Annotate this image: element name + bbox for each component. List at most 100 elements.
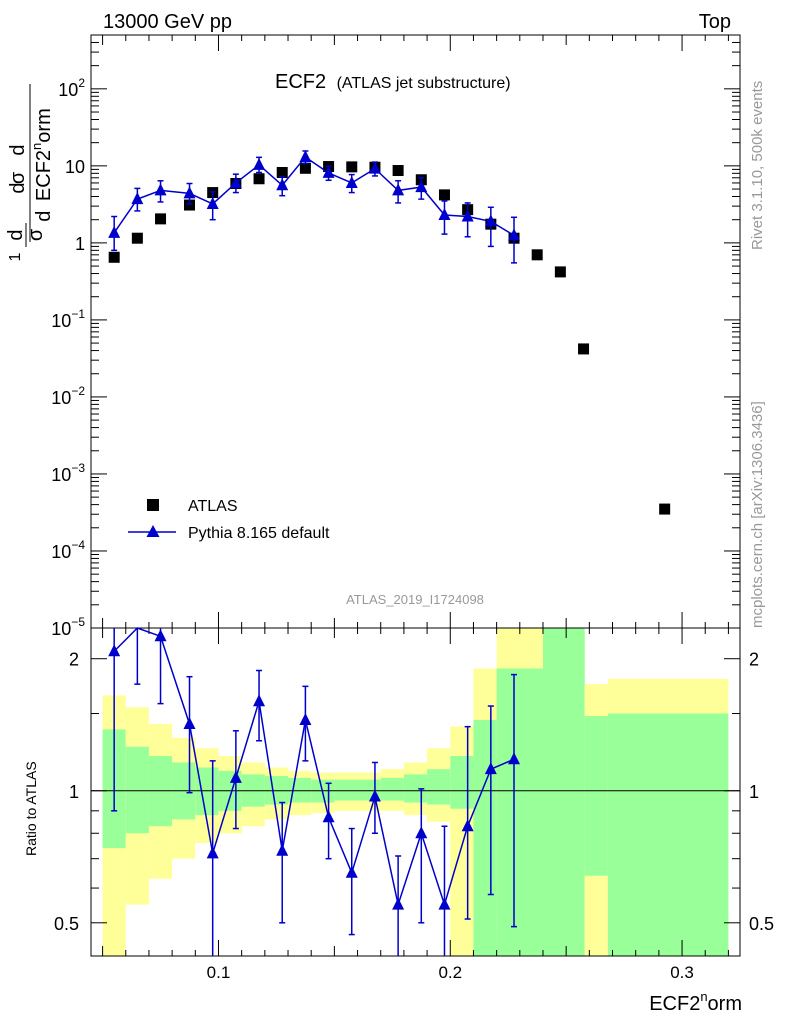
- atlas-point: [276, 166, 288, 178]
- inner-band-bin: [607, 713, 729, 956]
- top-y-tick-label: 10−1: [51, 307, 85, 331]
- tick-exponent: 2: [78, 76, 85, 90]
- xlabel-main: ECF2: [649, 993, 700, 1015]
- x-tick-label: 0.1: [207, 963, 231, 982]
- x-tick-label: 0.2: [438, 963, 462, 982]
- ratio-line: [113, 627, 515, 908]
- ratio-point: [392, 897, 405, 910]
- x-axis-label: ECF2norm: [649, 989, 742, 1015]
- pythia-point: [131, 192, 144, 205]
- plot-title: ECF2 (ATLAS jet substructure): [275, 71, 511, 93]
- tick-base: 10: [51, 465, 71, 485]
- pythia-point: [484, 214, 497, 227]
- header-process: Top: [699, 11, 731, 33]
- ratio-point: [276, 843, 289, 856]
- pythia-point: [229, 175, 242, 188]
- legend: ATLAS Pythia 8.165 default: [128, 498, 330, 542]
- top-y-tick-label: 10−2: [51, 384, 85, 408]
- tick-base: 10: [65, 157, 85, 177]
- pythia-line: [113, 156, 515, 237]
- ylabel-one: 1: [7, 252, 24, 261]
- plot-title-sub: (ATLAS jet substructure): [337, 75, 511, 92]
- pythia-point: [253, 157, 266, 170]
- mcplots-label: mcplots.cern.ch [arXiv:1306.3436]: [749, 401, 766, 628]
- xlabel-rest: orm: [708, 993, 742, 1015]
- ratio-point: [368, 789, 381, 802]
- ylabel-d4: d: [33, 211, 55, 222]
- ylabel-d2: d: [7, 144, 29, 155]
- tick-exponent: −2: [71, 384, 85, 398]
- legend-atlas-label: ATLAS: [188, 498, 238, 515]
- inner-band-bin: [450, 756, 474, 809]
- ratio-point: [484, 762, 497, 775]
- ylabel-d3: d: [7, 182, 29, 193]
- atlas-point: [392, 165, 404, 177]
- ratio-point: [154, 629, 167, 642]
- atlas-point: [554, 266, 566, 278]
- top-y-tick-label: 10−4: [51, 538, 85, 562]
- ratio-uncertainty-bands: [102, 628, 729, 956]
- ratio-point: [345, 865, 358, 878]
- inner-band-bin: [380, 777, 404, 801]
- atlas-point: [184, 199, 196, 211]
- tick-base: 10: [51, 388, 71, 408]
- ratio-y-axis-label: Ratio to ATLAS: [23, 761, 39, 856]
- top-y-tick-label: 10−5: [51, 615, 85, 639]
- ratio-point: [299, 712, 312, 725]
- pythia-point: [276, 178, 289, 191]
- atlas-point: [531, 249, 543, 261]
- ratio-point: [322, 810, 335, 823]
- ratio-y-tick-label-right: 0.5: [749, 914, 774, 934]
- atlas-point: [108, 251, 120, 263]
- tick-base: 10: [51, 619, 71, 639]
- pythia-point: [322, 165, 335, 178]
- top-y-tick-label: 10: [65, 157, 85, 177]
- ylabel-ecf: ECF2: [33, 150, 55, 201]
- pythia-point: [508, 228, 521, 241]
- tick-exponent: −1: [71, 307, 85, 321]
- ratio-point: [206, 846, 219, 859]
- ylabel-sigma2: σ: [7, 171, 29, 184]
- atlas-point: [346, 161, 358, 173]
- ylabel-sigma1: σ: [25, 228, 47, 241]
- ratio-y-tick-label: 0.5: [54, 914, 79, 934]
- legend-pythia-label: Pythia 8.165 default: [188, 525, 330, 542]
- plot-title-main: ECF2: [275, 71, 326, 93]
- ratio-panel-frame: [90, 627, 741, 957]
- atlas-series: [108, 161, 671, 515]
- top-y-axis-label: d σ 1 d d σ d ECF2norm: [5, 84, 55, 261]
- pythia-point: [108, 225, 121, 238]
- tick-exponent: −4: [71, 538, 85, 552]
- ratio-point: [508, 752, 521, 765]
- atlas-point: [578, 343, 590, 355]
- header-energy: 13000 GeV pp: [103, 11, 232, 33]
- pythia-point: [154, 183, 167, 196]
- pythia-point: [183, 186, 196, 199]
- tick-exponent: −3: [71, 461, 85, 475]
- tick-exponent: −5: [71, 615, 85, 629]
- ratio-point: [438, 897, 451, 910]
- pythia-point: [368, 161, 381, 174]
- inner-band-bin: [473, 719, 497, 956]
- ratio-point: [229, 770, 242, 783]
- pythia-point: [461, 209, 474, 222]
- ratio-y-tick-label: 2: [69, 650, 79, 670]
- ratio-y-tick-label: 1: [69, 782, 79, 802]
- atlas-point: [253, 173, 265, 185]
- pythia-point: [206, 196, 219, 209]
- pythia-point: [345, 175, 358, 188]
- ylabel-d1: d: [5, 229, 27, 240]
- atlas-point: [438, 189, 450, 201]
- atlas-point: [131, 232, 143, 244]
- tick-base: 10: [51, 542, 71, 562]
- ylabel-denominator: d ECF2norm: [29, 108, 55, 222]
- inner-band-bin: [427, 769, 451, 805]
- ratio-point: [461, 819, 474, 832]
- inner-band-bin: [125, 746, 149, 834]
- ratio-point: [183, 716, 196, 729]
- pythia-point: [438, 208, 451, 221]
- ratio-y-tick-label-right: 1: [749, 782, 759, 802]
- inner-band-bin: [496, 668, 543, 956]
- inner-band-bin: [334, 779, 358, 801]
